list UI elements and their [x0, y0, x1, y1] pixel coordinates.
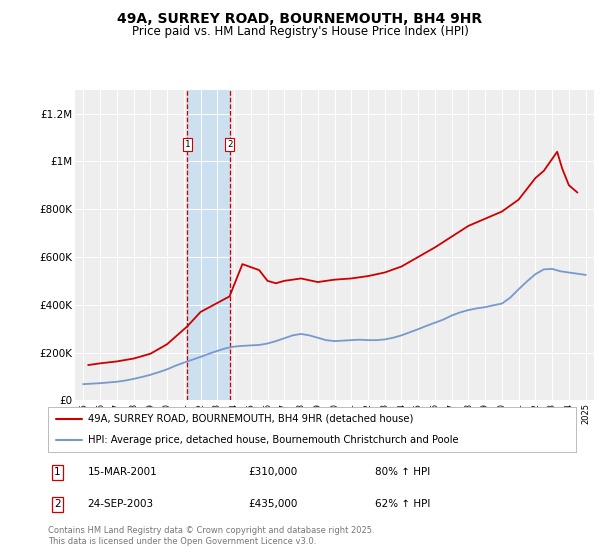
Text: 49A, SURREY ROAD, BOURNEMOUTH, BH4 9HR (detached house): 49A, SURREY ROAD, BOURNEMOUTH, BH4 9HR (… [88, 414, 413, 424]
Text: 24-SEP-2003: 24-SEP-2003 [88, 500, 154, 510]
Text: 80% ↑ HPI: 80% ↑ HPI [376, 468, 431, 477]
Text: 1: 1 [54, 468, 61, 477]
Text: Contains HM Land Registry data © Crown copyright and database right 2025.
This d: Contains HM Land Registry data © Crown c… [48, 526, 374, 546]
Bar [187, 90, 230, 400]
Text: 2: 2 [227, 140, 232, 149]
Text: Price paid vs. HM Land Registry's House Price Index (HPI): Price paid vs. HM Land Registry's House … [131, 25, 469, 38]
Text: HPI: Average price, detached house, Bournemouth Christchurch and Poole: HPI: Average price, detached house, Bour… [88, 435, 458, 445]
Text: 15-MAR-2001: 15-MAR-2001 [88, 468, 157, 477]
Text: £435,000: £435,000 [248, 500, 298, 510]
Text: £310,000: £310,000 [248, 468, 298, 477]
Text: 1: 1 [185, 140, 190, 149]
Text: 49A, SURREY ROAD, BOURNEMOUTH, BH4 9HR: 49A, SURREY ROAD, BOURNEMOUTH, BH4 9HR [118, 12, 482, 26]
Text: 62% ↑ HPI: 62% ↑ HPI [376, 500, 431, 510]
Text: 2: 2 [54, 500, 61, 510]
